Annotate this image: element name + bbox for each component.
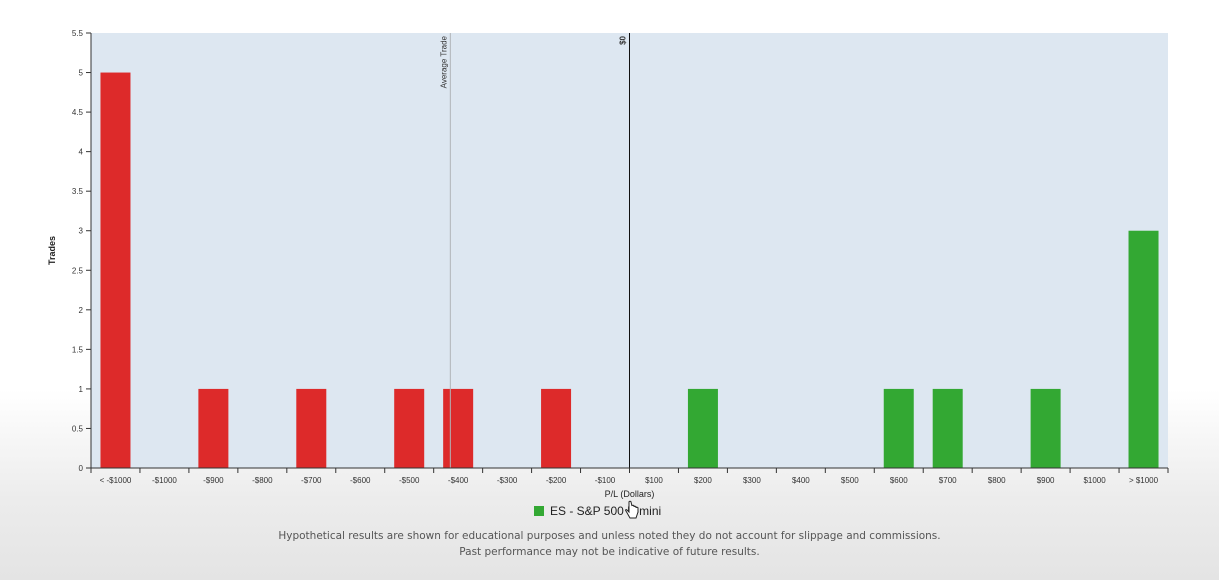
bar-19[interactable] <box>1030 388 1061 468</box>
y-tick-label: 2 <box>79 306 84 315</box>
x-tick-label: -$400 <box>448 476 469 485</box>
bar-12[interactable] <box>687 388 718 468</box>
disclaimer-line-1: Hypothetical results are shown for educa… <box>278 530 941 542</box>
disclaimer: Hypothetical results are shown for educa… <box>0 528 1219 560</box>
x-tick-label: -$100 <box>595 476 616 485</box>
x-tick-label: $800 <box>988 476 1006 485</box>
bar-21[interactable] <box>1128 230 1159 468</box>
x-tick-label: -$300 <box>497 476 518 485</box>
x-tick-label: -$700 <box>301 476 322 485</box>
y-tick-label: 5.5 <box>72 29 84 38</box>
x-tick-label: $1000 <box>1083 476 1106 485</box>
x-tick-label: -$500 <box>399 476 420 485</box>
x-tick-label: -$200 <box>546 476 567 485</box>
disclaimer-line-2: Past performance may not be indicative o… <box>459 546 760 558</box>
x-axis-title: P/L (Dollars) <box>605 489 655 499</box>
x-tick-label: $200 <box>694 476 712 485</box>
average-trade-label: Average Trade <box>439 35 448 88</box>
x-tick-label: -$1000 <box>152 476 177 485</box>
bar-7[interactable] <box>443 388 474 468</box>
legend-label[interactable]: ES - S&P 500 E-mini <box>550 504 662 518</box>
y-tick-label: 1.5 <box>72 345 84 354</box>
x-tick-label: -$900 <box>203 476 224 485</box>
bar-9[interactable] <box>541 388 572 468</box>
x-tick-label: $600 <box>890 476 908 485</box>
bar-0[interactable] <box>100 72 131 468</box>
x-tick-label: $900 <box>1037 476 1055 485</box>
pl-histogram-chart: Average Trade $0 0 0.5 1 1.5 2 2.5 3 3.5 4 4.5 5 5.… <box>47 29 1169 499</box>
x-tick-label: -$600 <box>350 476 371 485</box>
x-tick-label: $400 <box>792 476 810 485</box>
y-tick-label: 0.5 <box>72 424 84 433</box>
bar-17[interactable] <box>932 388 963 468</box>
y-tick-label: 3.5 <box>72 187 84 196</box>
x-tick-label: -$800 <box>252 476 273 485</box>
x-tick-label: $700 <box>939 476 957 485</box>
y-tick-label: 1 <box>79 385 84 394</box>
y-tick-label: 3 <box>79 227 84 236</box>
y-axis-title: Trades <box>47 236 57 265</box>
y-tick-label: 4 <box>79 148 84 157</box>
bar-4[interactable] <box>296 388 327 468</box>
bar-2[interactable] <box>198 388 229 468</box>
x-tick-label: < -$1000 <box>100 476 132 485</box>
x-tick-label: $100 <box>645 476 663 485</box>
legend-swatch <box>534 506 544 516</box>
bar-6[interactable] <box>394 388 425 468</box>
bar-16[interactable] <box>883 388 914 468</box>
hand-cursor-icon <box>625 500 639 519</box>
y-tick-label: 2.5 <box>72 266 84 275</box>
y-tick-label: 5 <box>79 69 84 78</box>
x-tick-label: $300 <box>743 476 761 485</box>
x-tick-label: > $1000 <box>1129 476 1159 485</box>
y-tick-label: 0 <box>79 464 84 473</box>
y-tick-label: 4.5 <box>72 108 84 117</box>
x-tick-label: $500 <box>841 476 859 485</box>
legend[interactable]: ES - S&P 500 E-mini <box>534 504 661 518</box>
zero-label: $0 <box>619 35 628 44</box>
